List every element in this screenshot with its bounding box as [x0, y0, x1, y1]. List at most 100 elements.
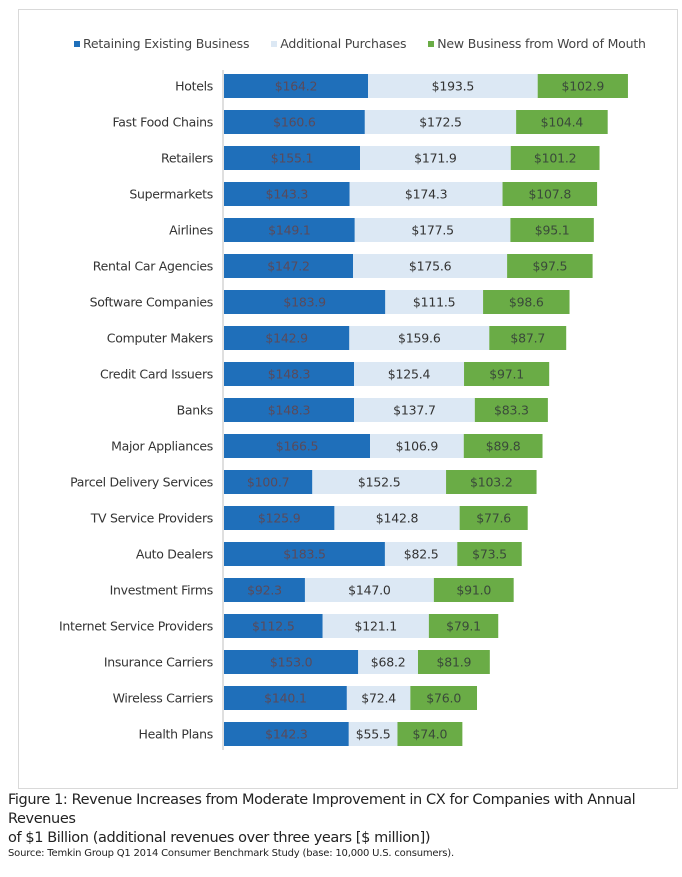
data-label-additional-purchases: $137.7	[393, 403, 436, 418]
data-label-additional-purchases: $159.6	[398, 331, 441, 346]
data-label-retaining-existing-business: $164.2	[275, 79, 318, 94]
bar-segment-additional-purchases	[368, 74, 538, 98]
legend-swatch-additional	[271, 40, 278, 47]
chart-legend: Retaining Existing Business Additional P…	[74, 36, 646, 51]
bar-segment-retaining-existing-business	[224, 254, 354, 278]
bar-segment-retaining-existing-business	[224, 542, 385, 566]
data-label-new-business-from-word-of-mouth: $77.6	[476, 511, 511, 526]
data-label-retaining-existing-business: $148.3	[268, 367, 311, 382]
bar-row-retailers: Retailers $155.1 $171.9 $101.2	[161, 146, 600, 170]
data-label-retaining-existing-business: $92.3	[247, 583, 282, 598]
bar-segment-additional-purchases	[354, 362, 465, 386]
bar-segment-new-business-from-word-of-mouth	[507, 254, 593, 278]
data-label-additional-purchases: $68.2	[371, 655, 406, 670]
stacked-bar-chart: Hotels $164.2 $193.5 $102.9 Fast Food Chains…	[59, 70, 628, 750]
bar-row-supermarkets: Supermarkets $143.3 $174.3 $107.8	[129, 182, 598, 206]
bar-segment-new-business-from-word-of-mouth	[433, 578, 514, 602]
category-label: Insurance Carriers	[104, 655, 213, 670]
data-label-additional-purchases: $193.5	[432, 79, 475, 94]
bar-segment-retaining-existing-business	[224, 182, 350, 206]
bar-segment-new-business-from-word-of-mouth	[489, 326, 567, 350]
bar-row-computer-makers: Computer Makers $142.9 $159.6 $87.7	[107, 326, 567, 350]
data-label-retaining-existing-business: $142.3	[265, 727, 308, 742]
bar-row-banks: Banks $148.3 $137.7 $83.3	[177, 398, 548, 422]
data-label-retaining-existing-business: $143.3	[266, 187, 309, 202]
data-label-new-business-from-word-of-mouth: $104.4	[541, 115, 584, 130]
data-label-new-business-from-word-of-mouth: $74.0	[413, 727, 448, 742]
bar-segment-additional-purchases	[312, 470, 447, 494]
bar-segment-new-business-from-word-of-mouth	[446, 470, 537, 494]
data-label-new-business-from-word-of-mouth: $89.8	[486, 439, 521, 454]
bar-segment-additional-purchases	[358, 650, 418, 674]
bar-row-parcel-delivery-services: Parcel Delivery Services $100.7 $152.5 $103…	[70, 470, 537, 494]
data-label-retaining-existing-business: $149.1	[268, 223, 311, 238]
bar-row-internet-service-providers: Internet Service Providers $112.5 $121.1 $7…	[59, 614, 499, 638]
data-label-additional-purchases: $171.9	[414, 151, 457, 166]
category-label: Banks	[177, 403, 213, 418]
data-label-new-business-from-word-of-mouth: $101.2	[534, 151, 577, 166]
bar-segment-new-business-from-word-of-mouth	[464, 362, 550, 386]
data-label-additional-purchases: $72.4	[361, 691, 396, 706]
bar-segment-new-business-from-word-of-mouth	[463, 434, 543, 458]
bar-segment-additional-purchases	[364, 110, 517, 134]
category-label: Airlines	[169, 223, 213, 238]
bar-segment-additional-purchases	[334, 506, 460, 530]
bar-row-major-appliances: Major Appliances $166.5 $106.9 $89.8	[111, 434, 543, 458]
data-label-additional-purchases: $152.5	[358, 475, 401, 490]
bar-segment-new-business-from-word-of-mouth	[537, 74, 628, 98]
data-label-additional-purchases: $175.6	[409, 259, 452, 274]
data-label-new-business-from-word-of-mouth: $73.5	[472, 547, 507, 562]
bar-row-insurance-carriers: Insurance Carriers $153.0 $68.2 $81.9	[104, 650, 490, 674]
bar-segment-new-business-from-word-of-mouth	[516, 110, 608, 134]
bar-segment-new-business-from-word-of-mouth	[510, 146, 600, 170]
bar-segment-retaining-existing-business	[224, 326, 350, 350]
data-label-new-business-from-word-of-mouth: $87.7	[510, 331, 545, 346]
data-label-retaining-existing-business: $160.6	[273, 115, 316, 130]
data-label-new-business-from-word-of-mouth: $81.9	[437, 655, 472, 670]
category-label: Retailers	[161, 151, 213, 166]
data-label-retaining-existing-business: $148.3	[268, 403, 311, 418]
data-label-retaining-existing-business: $166.5	[276, 439, 319, 454]
bar-segment-retaining-existing-business	[224, 290, 386, 314]
bar-segment-new-business-from-word-of-mouth	[474, 398, 548, 422]
data-label-additional-purchases: $82.5	[404, 547, 439, 562]
bar-row-wireless-carriers: Wireless Carriers $140.1 $72.4 $76.0	[113, 686, 478, 710]
bar-row-airlines: Airlines $149.1 $177.5 $95.1	[169, 218, 594, 242]
category-label: Hotels	[175, 79, 213, 94]
data-label-additional-purchases: $172.5	[419, 115, 462, 130]
bar-segment-additional-purchases	[348, 722, 398, 746]
data-label-additional-purchases: $147.0	[348, 583, 391, 598]
bar-segment-retaining-existing-business	[224, 74, 369, 98]
bar-segment-additional-purchases	[354, 398, 475, 422]
data-label-retaining-existing-business: $100.7	[247, 475, 290, 490]
category-label: Wireless Carriers	[113, 691, 213, 706]
bar-segment-retaining-existing-business	[224, 578, 305, 602]
bar-segment-retaining-existing-business	[224, 434, 371, 458]
bar-row-investment-firms: Investment Firms $92.3 $147.0 $91.0	[110, 578, 514, 602]
data-label-new-business-from-word-of-mouth: $98.6	[509, 295, 544, 310]
bar-row-fast-food-chains: Fast Food Chains $160.6 $172.5 $104.4	[113, 110, 608, 134]
bar-row-health-plans: Health Plans $142.3 $55.5 $74.0	[138, 722, 463, 746]
bar-segment-retaining-existing-business	[224, 650, 359, 674]
legend-item-word-of-mouth: New Business from Word of Mouth	[428, 36, 646, 51]
bar-segment-additional-purchases	[360, 146, 511, 170]
bar-segment-retaining-existing-business	[224, 470, 313, 494]
source-note: Source: Temkin Group Q1 2014 Consumer Be…	[8, 848, 454, 859]
data-label-retaining-existing-business: $153.0	[270, 655, 313, 670]
data-label-retaining-existing-business: $155.1	[271, 151, 314, 166]
bar-row-hotels: Hotels $164.2 $193.5 $102.9	[175, 74, 628, 98]
bar-segment-retaining-existing-business	[224, 218, 355, 242]
bar-segment-retaining-existing-business	[224, 398, 355, 422]
data-label-retaining-existing-business: $183.5	[283, 547, 326, 562]
bar-segment-new-business-from-word-of-mouth	[502, 182, 598, 206]
category-label: Investment Firms	[110, 583, 213, 598]
bar-segment-additional-purchases	[346, 686, 411, 710]
category-label: Fast Food Chains	[113, 115, 213, 130]
bar-segment-additional-purchases	[354, 218, 511, 242]
bar-segment-additional-purchases	[370, 434, 464, 458]
bar-segment-additional-purchases	[384, 542, 458, 566]
data-label-retaining-existing-business: $125.9	[258, 511, 301, 526]
legend-swatch-retaining	[74, 40, 80, 47]
data-label-retaining-existing-business: $140.1	[264, 691, 307, 706]
data-label-new-business-from-word-of-mouth: $91.0	[456, 583, 491, 598]
